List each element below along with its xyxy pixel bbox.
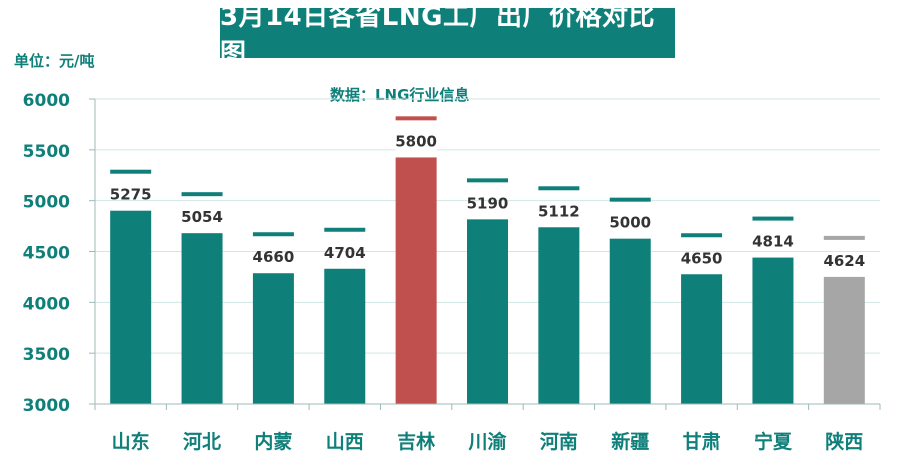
x-tick-label: 甘肃 (683, 430, 721, 453)
bar (252, 273, 294, 404)
chart-title-box: 3月14日各省LNG工厂出厂价格对比图 (220, 2, 675, 69)
x-tick-label: 吉林 (397, 430, 435, 453)
bar-cap (609, 197, 651, 202)
y-tick-label: 5000 (23, 193, 70, 213)
bar (181, 233, 223, 404)
bar (110, 210, 152, 404)
x-tick-label: 内蒙 (254, 430, 292, 453)
y-tick-label: 5500 (23, 142, 70, 162)
bar-cap (324, 227, 366, 232)
bar (609, 238, 651, 404)
data-label: 5112 (538, 202, 580, 220)
bar-cap (538, 186, 580, 191)
bar-cap (110, 169, 152, 174)
bar-cap (823, 235, 865, 240)
data-label: 4624 (823, 252, 865, 270)
x-tick-label: 陕西 (825, 430, 863, 453)
data-label: 5000 (609, 214, 651, 232)
data-label: 4814 (752, 233, 794, 251)
data-label: 5190 (467, 194, 509, 212)
bar (538, 227, 580, 404)
bar (823, 276, 865, 404)
bar-cap (181, 192, 223, 197)
bar (395, 157, 437, 404)
bar (752, 257, 794, 404)
data-label: 4704 (324, 244, 366, 262)
data-label-background (395, 123, 437, 158)
data-label: 4650 (681, 249, 723, 267)
bar (681, 274, 723, 404)
chart-title: 3月14日各省LNG工厂出厂价格对比图 (220, 2, 655, 69)
x-tick-label: 川渝 (467, 430, 507, 453)
bar-cap (681, 233, 723, 238)
y-tick-label: 3500 (23, 345, 70, 365)
bar-cap (252, 232, 294, 237)
data-label: 4660 (253, 248, 295, 266)
unit-label: 单位：元/吨 (14, 52, 95, 70)
y-tick-label: 4500 (23, 244, 70, 264)
y-axis: 3000 3500 4000 4500 5000 5500 6000 (23, 91, 96, 416)
data-label: 5054 (181, 208, 223, 226)
bars: 5275 5054 4660 4704 5190 5112 5000 4650 4814 4624… (110, 116, 865, 404)
x-tick-label: 宁夏 (754, 430, 793, 453)
y-tick-label: 4000 (23, 294, 70, 314)
bar (324, 268, 366, 404)
bar (467, 219, 508, 404)
x-tick-label: 山西 (326, 431, 364, 453)
x-tick-label: 新疆 (611, 430, 649, 453)
bar-cap (467, 178, 508, 183)
bar-cap (395, 116, 437, 121)
bar-cap (752, 216, 794, 221)
x-tick-label: 河北 (183, 431, 221, 453)
x-tick-label: 河南 (540, 431, 578, 453)
y-tick-label: 6000 (23, 91, 70, 111)
y-tick-label: 3000 (23, 396, 70, 416)
x-tick-label: 山东 (112, 430, 150, 453)
data-label: 5800 (395, 132, 437, 150)
data-label: 5275 (110, 186, 152, 204)
x-axis: 山东 河北 内蒙 山西 吉林 川渝 河南 新疆 甘肃 宁夏 陕西 (94, 403, 881, 453)
